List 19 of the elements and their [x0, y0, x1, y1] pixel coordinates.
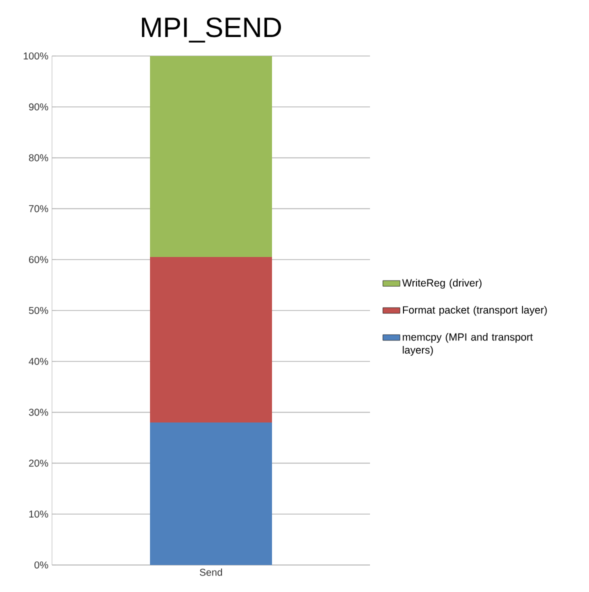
y-tick-label: 50%	[28, 306, 48, 314]
bar	[150, 257, 272, 422]
y-tick-label: 90%	[29, 103, 48, 110]
y-tick-label: 70%	[29, 205, 48, 212]
x-tick-label: Send	[200, 568, 222, 576]
y-tick-label: 0%	[34, 561, 48, 569]
y-tick-label: 20%	[29, 460, 48, 467]
chart-title: MPI_SEND	[142, 17, 281, 42]
y-tick-label: 60%	[29, 256, 48, 264]
y-tick-label: 40%	[28, 358, 48, 365]
legend-label: WriteReg (driver)	[402, 278, 482, 289]
legend-label: memcpy (MPI and transport layers)	[402, 333, 533, 356]
bar	[150, 56, 272, 258]
y-tick-label: 100%	[24, 52, 48, 60]
y-tick-label: 30%	[28, 408, 48, 416]
legend-label: Format packet (transport layer)	[402, 306, 547, 316]
bar	[150, 422, 272, 565]
y-tick-label: 80%	[28, 154, 48, 162]
y-tick-label: 10%	[29, 510, 48, 518]
